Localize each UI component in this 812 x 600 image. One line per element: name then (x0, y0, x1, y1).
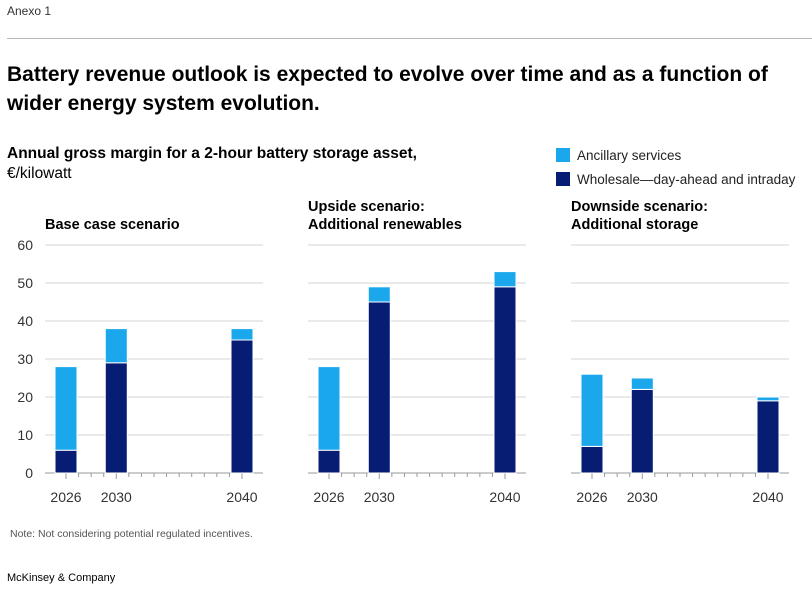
bar-segment (54, 366, 78, 451)
bar-segment (493, 286, 517, 474)
legend-label-ancillary: Ancillary services (577, 147, 682, 163)
bar-segment (493, 271, 517, 288)
legend: Ancillary services Wholesale—day-ahead a… (556, 145, 795, 193)
bar-segment (580, 373, 604, 447)
x-tick-label: 2026 (313, 489, 344, 505)
y-tick-label: 40 (17, 313, 33, 329)
bar-segment (230, 328, 254, 341)
bar-segment (367, 286, 391, 303)
panel-title: Base case scenario (45, 217, 180, 233)
legend-item-ancillary: Ancillary services (556, 145, 795, 165)
chart-subtitle: Annual gross margin for a 2-hour battery… (7, 144, 467, 184)
footnote: Note: Not considering potential regulate… (10, 528, 253, 540)
y-tick-label: 50 (17, 275, 33, 291)
y-tick-label: 0 (25, 465, 33, 481)
bar-segment (630, 388, 654, 474)
subtitle-unit: €/kilowatt (7, 165, 72, 182)
panel-title: Downside scenario: (571, 199, 708, 215)
x-tick-label: 2026 (576, 489, 607, 505)
top-divider (7, 38, 812, 39)
panel-title: Additional renewables (308, 217, 462, 233)
x-tick-label: 2040 (489, 489, 520, 505)
y-tick-label: 10 (17, 427, 33, 443)
bar-segment (230, 339, 254, 474)
bar-segment (630, 377, 654, 390)
legend-swatch-wholesale (556, 172, 570, 186)
bar-segment (54, 449, 78, 474)
x-tick-label: 2030 (627, 489, 658, 505)
bar-segment (104, 328, 128, 364)
bar-segment (756, 396, 780, 402)
y-tick-label: 60 (17, 237, 33, 253)
bar-segment (317, 449, 341, 474)
bar-segment (317, 366, 341, 451)
legend-label-wholesale: Wholesale—day-ahead and intraday (577, 171, 796, 187)
panel-title: Additional storage (571, 217, 698, 233)
panel-title: Upside scenario: (308, 199, 425, 215)
x-tick-label: 2030 (101, 489, 132, 505)
bar-segment (580, 445, 604, 474)
legend-item-wholesale: Wholesale—day-ahead and intraday (556, 169, 795, 189)
x-tick-label: 2026 (50, 489, 81, 505)
x-tick-label: 2040 (752, 489, 783, 505)
bar-segment (367, 301, 391, 474)
x-tick-label: 2040 (226, 489, 257, 505)
exhibit-label: Anexo 1 (7, 4, 52, 18)
subtitle-measure: Annual gross margin for a 2-hour battery… (7, 145, 417, 162)
bar-segment (104, 362, 128, 474)
x-tick-label: 2030 (364, 489, 395, 505)
legend-swatch-ancillary (556, 148, 570, 162)
source-credit: McKinsey & Company (7, 572, 116, 584)
y-tick-label: 20 (17, 389, 33, 405)
y-tick-label: 30 (17, 351, 33, 367)
chart-headline: Battery revenue outlook is expected to e… (7, 63, 768, 115)
bar-segment (756, 400, 780, 474)
